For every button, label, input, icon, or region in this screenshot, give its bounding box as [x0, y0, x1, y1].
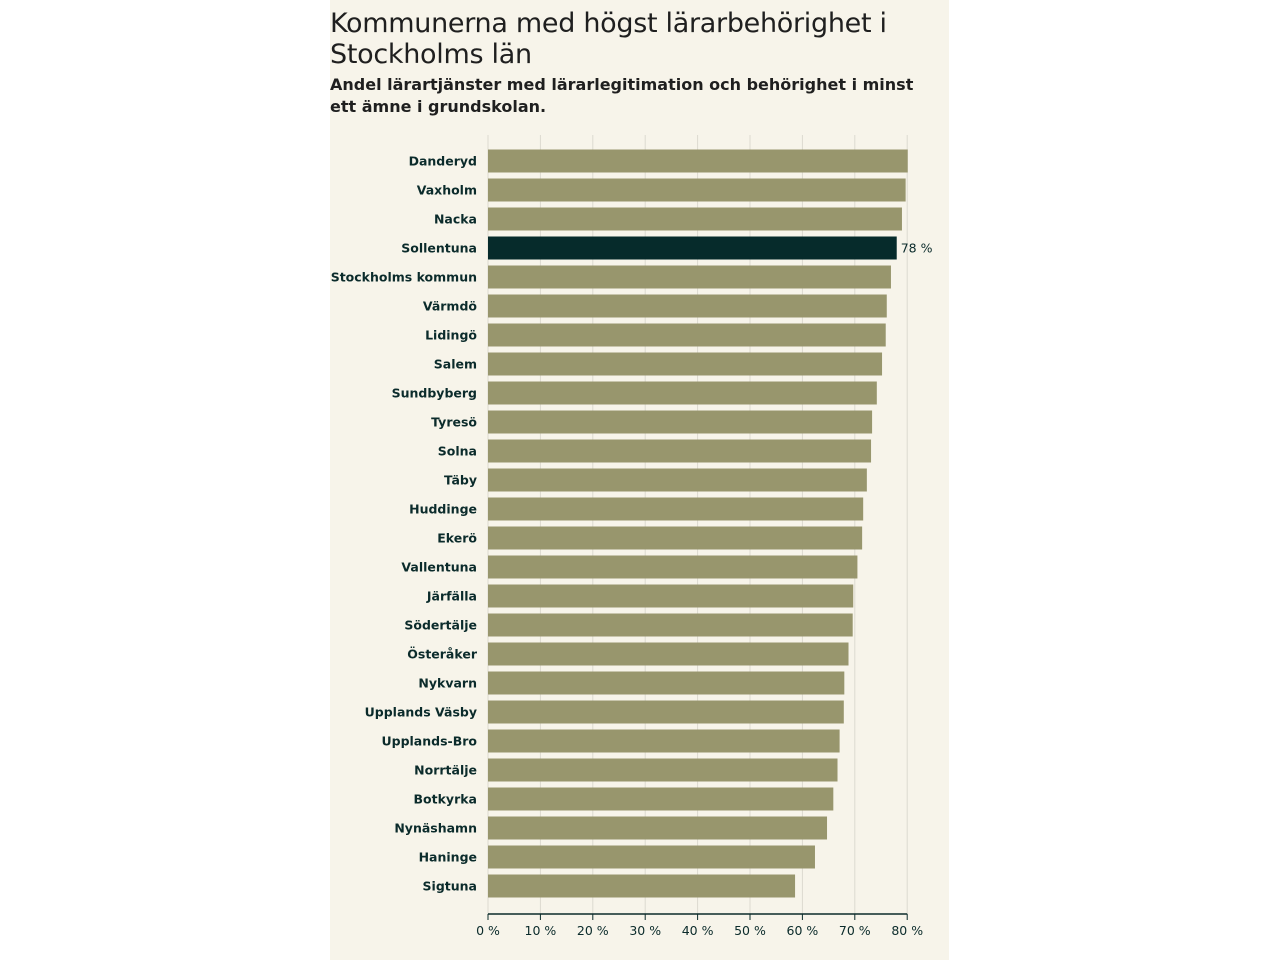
- category-label: Botkyrka: [414, 792, 477, 807]
- bar: [488, 642, 849, 666]
- category-label: Österåker: [407, 647, 478, 662]
- bar: [488, 758, 838, 782]
- category-label: Ekerö: [437, 531, 477, 546]
- chart-subtitle: Andel lärartjänster med lärarlegitimatio…: [330, 75, 914, 116]
- category-label: Vaxholm: [417, 183, 477, 198]
- x-tick-label: 70 %: [839, 923, 871, 938]
- bar: [488, 439, 872, 463]
- category-label: Värmdö: [423, 299, 478, 314]
- category-label: Danderyd: [409, 154, 477, 169]
- bars: [488, 149, 908, 898]
- category-label: Sundbyberg: [392, 386, 477, 401]
- category-label: Södertälje: [404, 618, 477, 633]
- category-label: Norrtälje: [414, 763, 477, 778]
- category-label: Täby: [444, 473, 477, 488]
- bar: [488, 874, 796, 898]
- category-label: Tyresö: [431, 415, 477, 430]
- bar: [488, 526, 863, 550]
- bar: [488, 497, 864, 521]
- bar-highlight: [488, 236, 897, 260]
- category-label: Stockholms kommun: [331, 270, 477, 285]
- category-label: Haninge: [419, 850, 477, 865]
- x-tick-label: 20 %: [577, 923, 609, 938]
- bar: [488, 671, 845, 695]
- category-label: Sollentuna: [401, 241, 477, 256]
- x-tick-label: 60 %: [787, 923, 819, 938]
- bar: [488, 468, 867, 492]
- x-tick-label: 80 %: [891, 923, 923, 938]
- bar: [488, 613, 853, 637]
- bar: [488, 149, 908, 173]
- data-label: 78 %: [901, 241, 933, 256]
- data-labels: 78 %: [901, 241, 933, 256]
- chart-title: Kommunerna med högst lärarbehörighet i S…: [330, 8, 887, 70]
- bar: [488, 265, 891, 289]
- bar: [488, 294, 887, 318]
- gridlines: [487, 135, 908, 914]
- bar: [488, 410, 873, 434]
- bar: [488, 323, 886, 347]
- bar: [488, 381, 877, 405]
- category-label: Järfälla: [426, 589, 477, 604]
- x-tick-label: 0 %: [476, 923, 500, 938]
- x-tick-label: 30 %: [629, 923, 661, 938]
- category-label: Upplands Väsby: [365, 705, 477, 720]
- category-label: Vallentuna: [401, 560, 477, 575]
- category-label: Upplands-Bro: [381, 734, 477, 749]
- bar-chart: Danderyd Vaxholm Nacka Sollentuna Stockholms…: [331, 135, 933, 938]
- bar: [488, 207, 902, 231]
- bar: [488, 816, 828, 840]
- x-tick-label: 40 %: [682, 923, 714, 938]
- category-label: Solna: [438, 444, 477, 459]
- category-label: Huddinge: [409, 502, 477, 517]
- bar: [488, 845, 815, 869]
- bar: [488, 787, 834, 811]
- x-axis: 0 % 10 % 20 % 30 % 40 % 50 % 60 % 70 % 80 %: [476, 913, 923, 938]
- category-label: Nynäshamn: [394, 821, 477, 836]
- bar: [488, 584, 854, 608]
- bar: [488, 178, 906, 202]
- bar: [488, 555, 858, 579]
- bar: [488, 700, 844, 724]
- x-tick-label: 10 %: [525, 923, 557, 938]
- bar: [488, 352, 883, 376]
- category-label: Nacka: [434, 212, 477, 227]
- x-tick-label: 50 %: [734, 923, 766, 938]
- category-label: Lidingö: [425, 328, 477, 343]
- category-label: Nykvarn: [418, 676, 477, 691]
- category-label: Sigtuna: [423, 879, 477, 894]
- category-label: Salem: [434, 357, 477, 372]
- bar: [488, 729, 840, 753]
- category-labels: Danderyd Vaxholm Nacka Sollentuna Stockholms…: [331, 154, 478, 894]
